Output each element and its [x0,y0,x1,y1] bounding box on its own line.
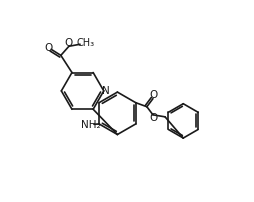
Text: CH₃: CH₃ [76,38,94,48]
Text: O: O [44,43,53,53]
Text: O: O [150,114,158,123]
Text: O: O [65,38,73,48]
Text: N: N [102,86,110,96]
Text: NH₂: NH₂ [81,120,101,130]
Text: O: O [150,90,158,100]
